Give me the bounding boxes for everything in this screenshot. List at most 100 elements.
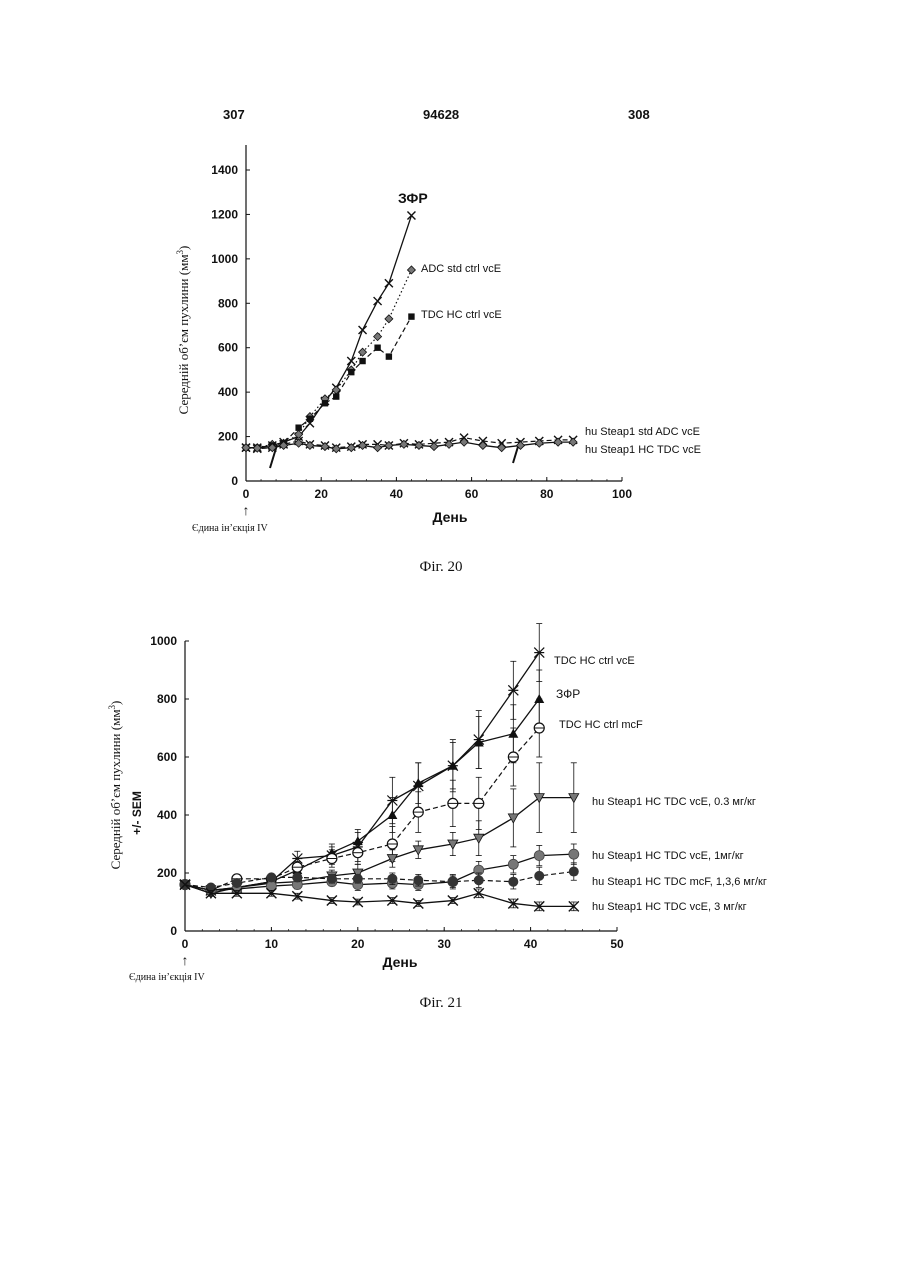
data-point: [374, 297, 382, 305]
fig21-caption: Фіг. 21: [420, 995, 463, 1011]
data-point: [448, 877, 458, 887]
series-line: [185, 728, 539, 890]
data-point: [508, 752, 518, 762]
data-point: [479, 441, 487, 449]
data-point: [359, 326, 367, 334]
fig21-label-steap-1: hu Steap1 HC TDC vcE, 1мг/кг: [592, 850, 744, 862]
fig21-marks: [180, 624, 579, 912]
data-point: [359, 441, 367, 449]
data-point: [292, 872, 302, 882]
data-point: [474, 875, 484, 885]
data-point: [353, 874, 363, 884]
fig20-label-steap-tdc: hu Steap1 HC TDC vcE: [585, 444, 701, 456]
data-point: [307, 416, 313, 422]
fig21-injection-note: Єдина ін’єкція IV: [129, 972, 206, 983]
fig21-axes: 0200400600800100001020304050: [150, 634, 624, 951]
data-point: [332, 445, 340, 453]
data-point: [407, 266, 415, 274]
fig20-injection-note: Єдина ін’єкція IV: [192, 523, 269, 534]
series-0-0: [242, 212, 415, 452]
x-tick-label: 0: [243, 487, 250, 501]
x-tick-label: 20: [351, 937, 365, 951]
x-tick-label: 30: [438, 937, 452, 951]
data-point: [266, 872, 276, 882]
y-tick-label: 0: [231, 474, 238, 488]
series-0-4: [242, 438, 577, 453]
data-point: [413, 807, 423, 817]
data-point: [374, 333, 382, 341]
series-line: [246, 216, 411, 448]
fig21-ylabel: Середній об’єм пухлини (мм3): [107, 701, 123, 870]
figure-20-chart: 0200400600800100012001400020406080100 Де…: [0, 0, 901, 600]
fig20-label-adc-std: ADC std ctrl vcE: [421, 263, 501, 275]
data-point: [348, 369, 354, 375]
data-point: [386, 353, 392, 359]
data-point: [498, 444, 506, 452]
fig21-label-steap-03: hu Steap1 HC TDC vcE, 0.3 мг/кг: [592, 796, 756, 808]
data-point: [554, 438, 562, 446]
fig21-label-tdc-ctrl-mcf: TDC HC ctrl mcF: [559, 719, 643, 731]
figure-21-chart: 0200400600800100001020304050 День Середн…: [0, 620, 901, 1080]
fig21-label-tdc-ctrl-vce: TDC HC ctrl vcE: [554, 655, 635, 667]
fig20-ylabel: Середній об’єм пухлини (мм3): [175, 246, 191, 415]
data-point: [347, 357, 355, 365]
data-point: [353, 848, 363, 858]
data-point: [569, 438, 577, 446]
x-tick-label: 80: [540, 487, 554, 501]
series-line: [185, 699, 539, 890]
data-point: [534, 851, 544, 861]
data-point: [306, 441, 314, 449]
data-point: [400, 440, 408, 448]
y-tick-label: 1200: [211, 207, 238, 221]
fig20-marks: [242, 212, 577, 453]
fig20-xlabel: День: [433, 509, 468, 525]
y-tick-label: 200: [218, 430, 238, 444]
x-tick-label: 0: [182, 937, 189, 951]
x-tick-label: 40: [524, 937, 538, 951]
data-point: [385, 315, 393, 323]
fig20-label-steap-std: hu Steap1 std ADC vcE: [585, 426, 700, 438]
data-point: [534, 871, 544, 881]
fig20-injection-arrow-icon: ↑: [243, 502, 250, 518]
data-point: [232, 878, 242, 888]
data-point: [295, 439, 303, 447]
y-tick-label: 600: [218, 341, 238, 355]
series-1-2: [180, 699, 544, 895]
y-tick-label: 0: [170, 924, 177, 938]
data-point: [508, 814, 518, 823]
fig21-label-steap-mcf: hu Steap1 HC TDC mcF, 1,3,6 мг/кг: [592, 876, 767, 888]
data-point: [569, 849, 579, 859]
data-point: [359, 358, 365, 364]
data-point: [460, 438, 468, 446]
y-tick-label: 400: [218, 385, 238, 399]
data-point: [385, 279, 393, 287]
y-tick-label: 400: [157, 808, 177, 822]
series-line: [246, 317, 411, 448]
x-tick-label: 40: [390, 487, 404, 501]
data-point: [387, 874, 397, 884]
y-tick-label: 800: [157, 692, 177, 706]
series-1-1: [180, 670, 544, 894]
data-point: [322, 400, 328, 406]
y-tick-label: 800: [218, 296, 238, 310]
data-point: [292, 862, 302, 872]
y-tick-label: 1400: [211, 163, 238, 177]
data-point: [374, 345, 380, 351]
x-tick-label: 60: [465, 487, 479, 501]
y-tick-label: 1000: [211, 252, 238, 266]
data-point: [415, 441, 423, 449]
data-point: [347, 444, 355, 452]
data-point: [327, 874, 337, 884]
y-tick-label: 200: [157, 866, 177, 880]
data-point: [333, 393, 339, 399]
data-point: [295, 424, 301, 430]
x-tick-label: 100: [612, 487, 632, 501]
data-point: [413, 875, 423, 885]
data-point: [327, 854, 337, 864]
y-tick-label: 600: [157, 750, 177, 764]
data-point: [387, 839, 397, 849]
fig20-label-tdc-ctrl: TDC HC ctrl vcE: [421, 309, 502, 321]
y-tick-label: 1000: [150, 634, 177, 648]
data-point: [534, 723, 544, 733]
data-point: [408, 313, 414, 319]
